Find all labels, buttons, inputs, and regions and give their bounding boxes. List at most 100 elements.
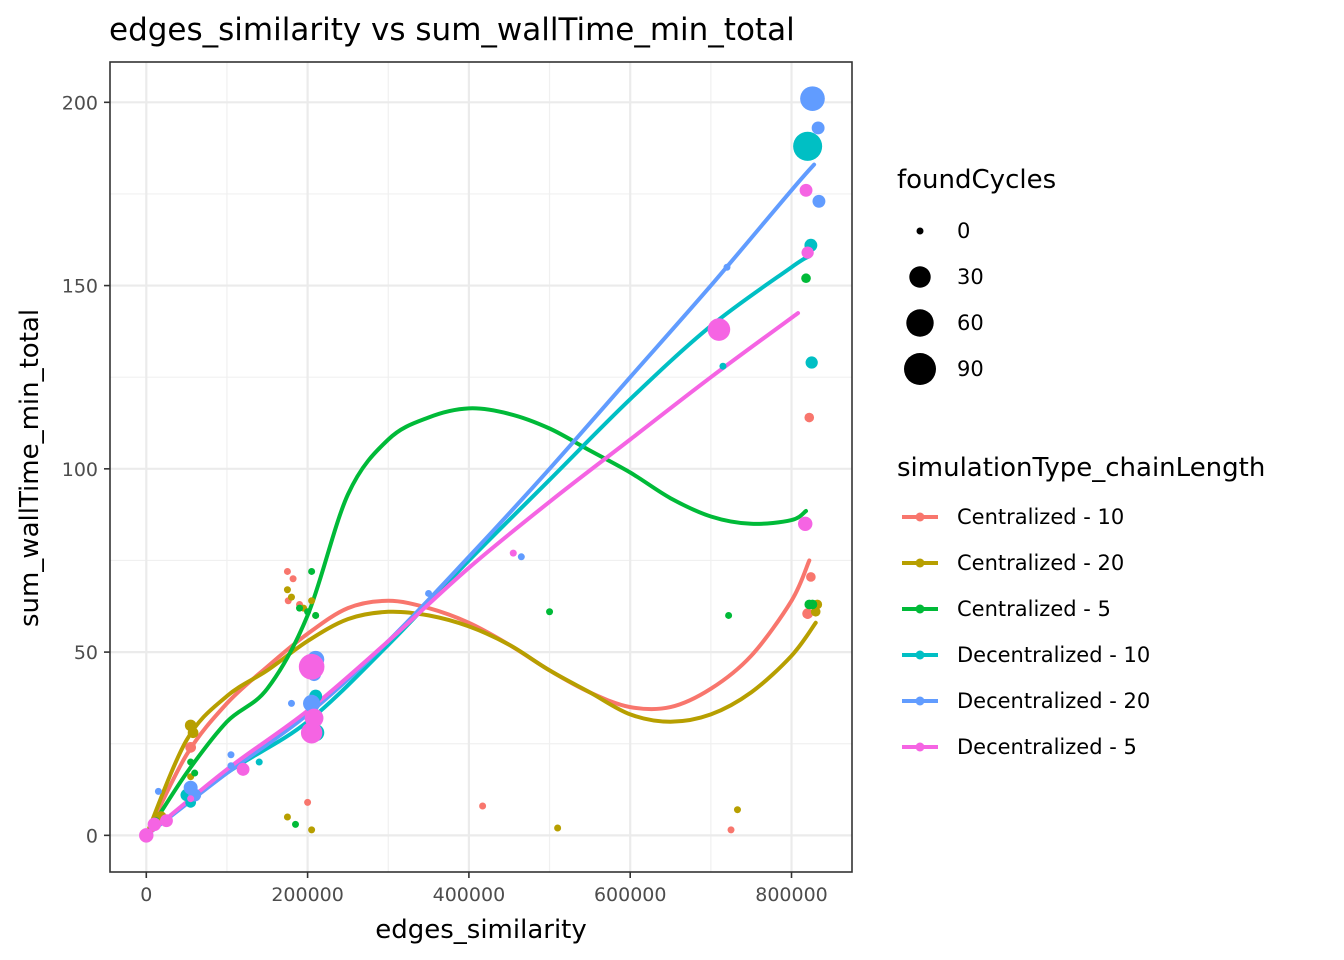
color-legend-label: Decentralized - 20 — [957, 689, 1150, 713]
color-legend-dot — [915, 512, 925, 522]
size-legend-label: 60 — [957, 311, 984, 335]
x-axis-label: edges_similarity — [375, 915, 587, 945]
smooth-line — [144, 406, 808, 838]
size-legend-key — [906, 309, 934, 337]
x-tick-label: 200000 — [271, 884, 344, 906]
data-point — [227, 751, 235, 759]
color-legend-label: Centralized - 20 — [957, 551, 1124, 575]
y-axis: 0 50 100 150 200 — [62, 92, 110, 847]
y-tick-label: 50 — [74, 642, 98, 664]
data-point — [425, 589, 433, 597]
plot-panel — [110, 62, 852, 872]
data-points — [139, 86, 826, 843]
size-legend-key — [904, 353, 936, 385]
data-point — [304, 798, 312, 806]
data-point — [287, 593, 295, 601]
data-point — [719, 362, 727, 370]
color-legend-dot — [915, 650, 925, 660]
data-point — [810, 606, 821, 617]
data-point — [800, 86, 825, 111]
size-legend-title: foundCycles — [897, 165, 1056, 195]
color-legend-label: Decentralized - 5 — [957, 735, 1137, 759]
data-point — [303, 694, 321, 713]
color-legend-title: simulationType_chainLength — [897, 453, 1265, 483]
data-point — [805, 356, 818, 369]
data-point — [801, 246, 814, 259]
size-legend-label: 30 — [957, 265, 984, 289]
data-point — [727, 826, 735, 834]
data-point — [298, 653, 325, 680]
data-point — [283, 586, 291, 594]
size-legend: foundCycles 0 30 60 90 — [897, 165, 1056, 385]
data-point — [733, 806, 741, 814]
x-tick-label: 0 — [140, 884, 152, 906]
data-point — [304, 608, 312, 616]
data-point — [725, 611, 733, 619]
smooth-line — [144, 254, 812, 838]
data-point — [546, 608, 554, 616]
data-point — [139, 828, 154, 843]
data-point — [308, 597, 316, 605]
color-legend: simulationType_chainLength Centralized -… — [897, 453, 1265, 759]
data-point — [554, 824, 562, 832]
data-point — [509, 549, 517, 557]
plot-panel-border — [109, 61, 853, 873]
color-legend-dot — [915, 742, 925, 752]
data-point — [308, 567, 316, 575]
data-point — [255, 758, 263, 766]
size-legend-label: 90 — [957, 357, 984, 381]
data-point — [797, 516, 813, 532]
data-point — [227, 762, 235, 770]
y-tick-label: 0 — [86, 825, 98, 847]
y-axis-label: sum_wallTime_min_total — [15, 309, 45, 627]
smooth-line — [144, 311, 800, 838]
data-point — [283, 813, 291, 821]
color-legend-dot — [915, 696, 925, 706]
color-legend-label: Centralized - 10 — [957, 505, 1124, 529]
smooth-line — [144, 609, 818, 838]
smooth-lines — [144, 162, 818, 838]
data-point — [287, 699, 295, 707]
data-point — [707, 318, 731, 341]
data-point — [300, 722, 323, 744]
size-legend-label: 0 — [957, 219, 970, 243]
data-point — [793, 131, 823, 161]
data-point — [185, 742, 197, 753]
data-point — [799, 183, 813, 197]
x-tick-label: 600000 — [594, 884, 667, 906]
smooth-line — [144, 162, 817, 838]
data-point — [187, 727, 199, 739]
size-legend-key — [909, 266, 931, 288]
size-legend-key — [916, 227, 924, 235]
data-point — [723, 263, 731, 271]
data-point — [811, 121, 825, 135]
data-point — [812, 194, 826, 208]
data-point — [283, 567, 291, 575]
data-point — [187, 795, 195, 803]
data-point — [191, 769, 199, 777]
data-point — [296, 604, 304, 612]
color-legend-dot — [915, 604, 925, 614]
data-point — [147, 817, 162, 832]
y-tick-label: 200 — [62, 92, 98, 114]
data-point — [289, 575, 297, 583]
data-point — [187, 758, 195, 766]
data-point — [236, 762, 250, 776]
data-point — [154, 787, 162, 795]
color-legend-label: Decentralized - 10 — [957, 643, 1150, 667]
data-point — [312, 611, 320, 619]
data-point — [801, 273, 811, 284]
y-tick-label: 150 — [62, 276, 98, 298]
x-axis: 0 200000 400000 600000 800000 — [140, 872, 828, 906]
data-point — [802, 608, 814, 619]
data-point — [160, 814, 173, 828]
data-point — [517, 553, 525, 561]
data-point — [806, 572, 816, 582]
data-point — [479, 802, 487, 810]
x-tick-label: 400000 — [433, 884, 506, 906]
data-point — [804, 412, 815, 423]
x-tick-label: 800000 — [755, 884, 828, 906]
data-point — [292, 820, 299, 828]
data-point — [308, 826, 316, 834]
